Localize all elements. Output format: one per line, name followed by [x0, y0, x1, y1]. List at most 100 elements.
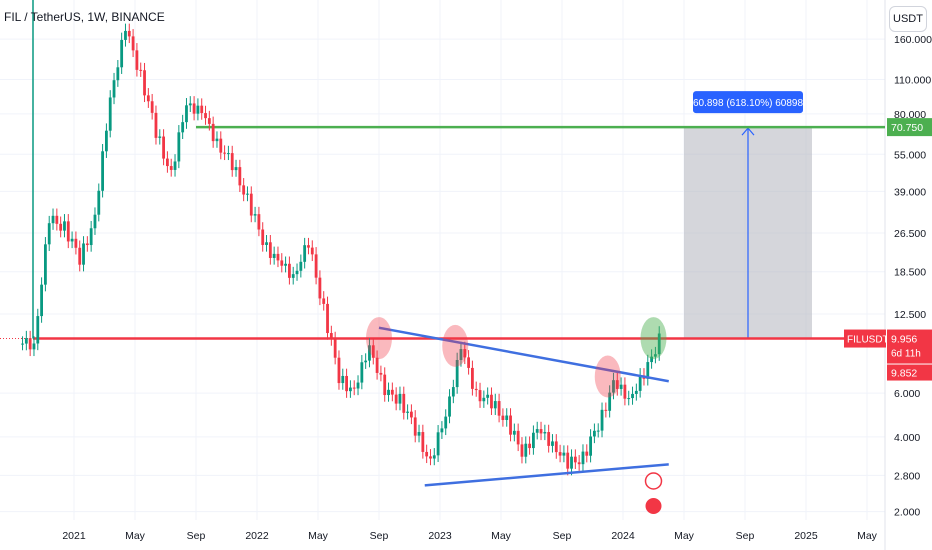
candle-body	[532, 432, 535, 449]
candle-body	[112, 80, 116, 98]
candle-body	[120, 39, 124, 68]
candle-body	[200, 105, 204, 114]
candle-body	[108, 97, 112, 131]
candle-body	[238, 167, 242, 186]
y-tick-label: 6.000	[894, 388, 920, 400]
candle-body	[185, 105, 188, 123]
y-tick-label: 39.000	[894, 186, 926, 198]
candle-body	[303, 245, 307, 262]
candle-body	[32, 343, 36, 350]
y-tick-label: 12.500	[894, 309, 926, 321]
candle-body	[383, 374, 387, 396]
candle-body	[44, 244, 47, 285]
candle-body	[501, 415, 505, 421]
candle-body	[646, 362, 650, 379]
candle-body	[638, 375, 642, 391]
economic-event-icon	[645, 498, 662, 514]
x-tick-label: 2022	[245, 530, 269, 542]
y-tick-label: 18.500	[894, 267, 926, 279]
candle-body	[535, 429, 539, 433]
candle-body	[509, 415, 512, 435]
candle-body	[116, 67, 120, 81]
candle-body	[345, 375, 348, 392]
y-tick-label: 2.800	[894, 470, 920, 482]
candle-body	[85, 243, 89, 246]
candle-body	[162, 136, 165, 159]
candle-body	[349, 387, 352, 392]
candle-body	[219, 138, 223, 153]
candle-body	[93, 214, 97, 229]
candle-body	[227, 153, 230, 155]
candle-body	[459, 349, 463, 361]
upper-trendline	[378, 326, 669, 383]
dividend-icon	[644, 472, 663, 490]
x-tick-label: May	[857, 530, 878, 542]
x-tick-label: May	[308, 530, 329, 542]
highlight-circle	[366, 317, 392, 360]
candle-body	[318, 277, 322, 299]
candle-body	[589, 436, 592, 456]
low-price-badge	[887, 364, 932, 381]
candle-body	[654, 354, 657, 357]
candle-body	[429, 456, 432, 459]
x-tick-label: May	[125, 530, 146, 542]
candle-body	[486, 394, 490, 398]
highlight-circle	[442, 324, 469, 367]
candle-body	[169, 166, 173, 170]
candle-body	[410, 411, 413, 418]
x-tick-label: Sep	[370, 530, 389, 542]
candle-body	[436, 432, 440, 456]
current-price-badge	[887, 329, 932, 364]
candle-body	[562, 452, 566, 456]
symbol-badge	[844, 329, 886, 348]
x-tick-label: Sep	[187, 530, 206, 542]
candle-body	[413, 417, 417, 436]
candle-body	[257, 214, 261, 230]
highlight-circle	[640, 317, 667, 360]
candle-body	[291, 274, 295, 278]
candle-body	[249, 193, 253, 216]
x-tick-label: Sep	[553, 530, 572, 542]
candle-body	[543, 432, 547, 434]
candle-body	[299, 261, 303, 271]
candle-body	[295, 270, 299, 275]
candle-body	[230, 153, 234, 171]
candle-body	[105, 130, 108, 152]
currency-unit-button[interactable]: USDT	[889, 6, 927, 32]
candle-body	[124, 30, 127, 40]
candle-body	[432, 455, 436, 459]
candle-body	[352, 387, 356, 389]
target-price-badge	[887, 118, 932, 137]
candle-body	[223, 152, 226, 154]
y-tick-label: 80.000	[894, 109, 926, 121]
candle-body	[326, 303, 329, 334]
candle-body	[261, 229, 265, 245]
candle-body	[127, 30, 131, 37]
candle-body	[307, 245, 310, 248]
candle-body	[368, 345, 371, 361]
candle-body	[66, 221, 70, 242]
x-tick-label: May	[491, 530, 512, 542]
candle-body	[490, 394, 493, 409]
candle-body	[657, 333, 661, 355]
candle-body	[135, 50, 139, 70]
projection-label-box	[693, 91, 803, 114]
y-tick-label: 55.000	[894, 149, 926, 161]
candle-body	[40, 284, 43, 317]
candle-body	[310, 247, 314, 255]
candle-body	[379, 372, 383, 375]
candle-body	[608, 392, 612, 411]
candle-body	[188, 103, 192, 106]
candle-body	[322, 298, 326, 304]
candle-body	[455, 360, 459, 388]
candle-body	[28, 338, 32, 350]
candle-body	[97, 190, 101, 215]
candle-body	[554, 441, 558, 453]
candle-body	[512, 430, 516, 435]
candle-body	[471, 367, 474, 389]
projection-label: 60.898 (618.10%) 60898	[693, 98, 804, 109]
candle-body	[78, 247, 82, 265]
candle-body	[24, 338, 28, 344]
candle-body	[364, 360, 368, 363]
